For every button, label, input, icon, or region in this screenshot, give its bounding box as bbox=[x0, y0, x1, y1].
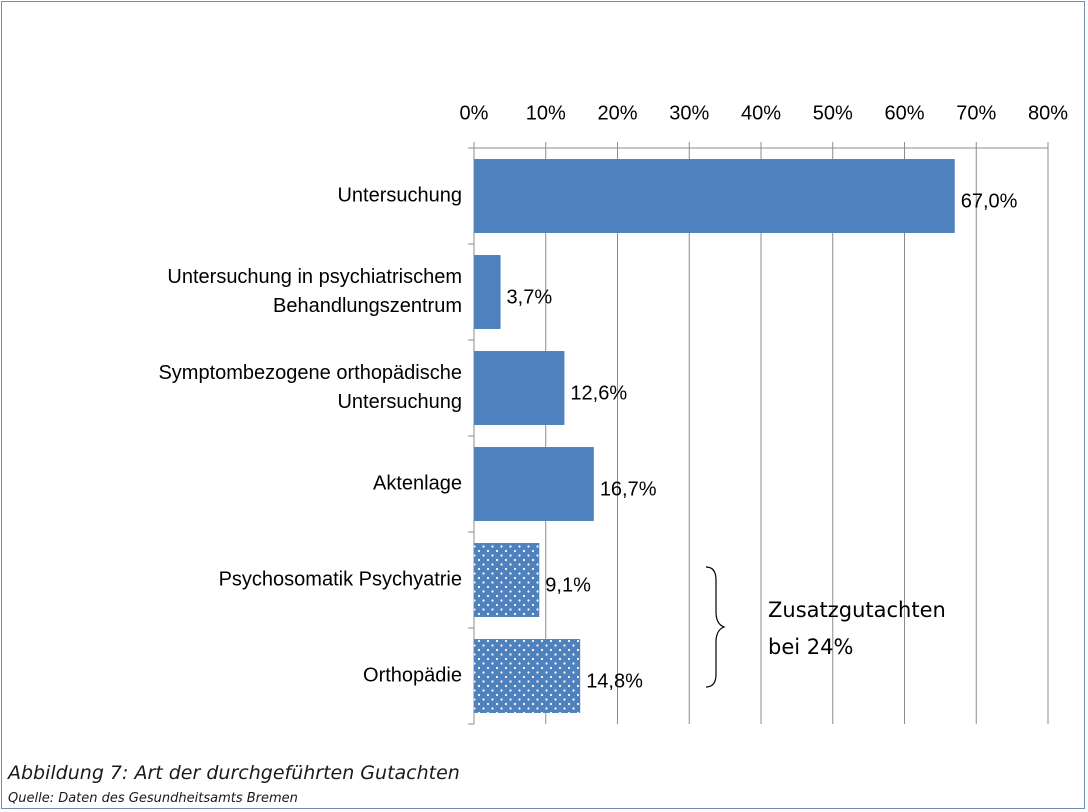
data-label: 9,1% bbox=[545, 574, 591, 596]
x-tick-label: 80% bbox=[1028, 102, 1068, 124]
x-tick-label: 20% bbox=[597, 102, 637, 124]
brace bbox=[705, 566, 726, 688]
bar bbox=[474, 351, 565, 425]
data-label: 3,7% bbox=[507, 286, 553, 308]
source: Quelle: Daten des Gesundheitsamts Bremen bbox=[8, 791, 298, 806]
y-tick-label: Symptombezogene orthopädische Untersuchu… bbox=[158, 362, 462, 413]
x-tick-label: 70% bbox=[956, 102, 996, 124]
x-tick-label: 40% bbox=[741, 102, 781, 124]
y-tick-label: Untersuchung bbox=[337, 184, 462, 207]
caption: Abbildung 7: Art der durchgeführten Guta… bbox=[8, 762, 460, 784]
bar bbox=[474, 255, 501, 329]
data-label: 14,8% bbox=[586, 670, 643, 692]
bar bbox=[474, 159, 955, 233]
x-tick-label: 50% bbox=[813, 102, 853, 124]
x-tick-label: 0% bbox=[460, 102, 489, 124]
y-tick-label: Psychosomatik Psychyatrie bbox=[218, 568, 462, 591]
bar bbox=[474, 447, 594, 521]
x-tick-label: 60% bbox=[884, 102, 924, 124]
bar bbox=[474, 543, 540, 617]
y-tick-label: Untersuchung in psychiatrischem Behandlu… bbox=[167, 266, 462, 317]
y-tick-label: Aktenlage bbox=[373, 472, 462, 495]
data-label: 67,0% bbox=[961, 190, 1018, 212]
data-label: 12,6% bbox=[570, 382, 627, 404]
x-tick-label: 30% bbox=[669, 102, 709, 124]
data-label: 16,7% bbox=[600, 478, 657, 500]
x-tick-label: 10% bbox=[526, 102, 566, 124]
bar bbox=[474, 639, 581, 713]
y-tick-label: Orthopädie bbox=[363, 664, 462, 687]
annotation: Zusatzgutachten bei 24% bbox=[768, 598, 946, 659]
